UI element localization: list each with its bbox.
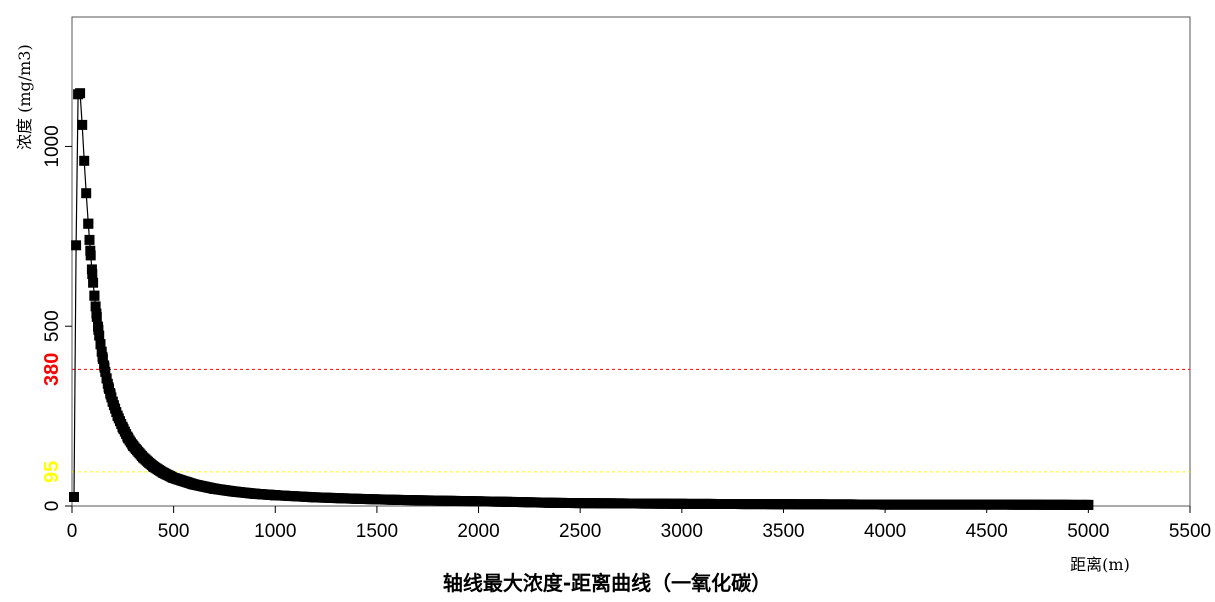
x-tick-label: 4000 xyxy=(864,521,906,542)
data-point xyxy=(85,250,96,261)
series-line xyxy=(73,92,1089,506)
y-tick-label: 500 xyxy=(42,310,63,342)
x-tick-label: 2000 xyxy=(457,521,499,542)
data-point xyxy=(84,234,95,245)
threshold-label: 380 xyxy=(41,353,63,386)
y-tick-label: 1000 xyxy=(42,125,63,167)
plot-frame xyxy=(71,16,1191,507)
y-tick-label: 0 xyxy=(42,501,63,512)
x-tick-label: 1000 xyxy=(254,521,296,542)
data-point xyxy=(79,155,90,166)
x-tick-label: 4500 xyxy=(966,521,1008,542)
data-point xyxy=(96,346,107,357)
x-tick-label: 5000 xyxy=(1067,521,1109,542)
series-group xyxy=(69,88,1094,510)
data-point xyxy=(269,490,280,501)
data-point xyxy=(86,264,97,275)
data-point xyxy=(83,218,94,229)
data-point xyxy=(71,240,82,251)
data-point xyxy=(1082,499,1093,510)
data-point xyxy=(77,119,88,130)
x-axis-title: 距离(m) xyxy=(1070,555,1130,574)
data-point xyxy=(81,188,92,199)
data-point xyxy=(88,277,99,288)
data-point xyxy=(99,360,110,371)
y-axis-title: 浓度 (mg/m3) xyxy=(15,44,34,150)
data-point xyxy=(89,290,100,301)
threshold-lines: 380 95 xyxy=(41,353,1190,483)
data-point xyxy=(90,301,101,312)
x-axis-ticks: 0 500 1000 1500 2000 2500 3000 3500 4000 4500 5000… xyxy=(67,506,1211,542)
chart-title: 轴线最大浓度-距离曲线（一氧化碳） xyxy=(443,571,771,595)
x-tick-label: 2500 xyxy=(559,521,601,542)
data-point xyxy=(101,373,112,384)
data-point xyxy=(100,366,111,377)
data-point xyxy=(93,321,103,332)
data-point xyxy=(69,492,79,502)
x-tick-label: 1500 xyxy=(356,521,398,542)
x-tick-label: 3000 xyxy=(661,521,703,542)
y-axis-ticks: 0 500 1000 xyxy=(42,125,72,511)
data-point xyxy=(97,353,108,364)
data-point xyxy=(95,339,106,350)
data-point xyxy=(94,330,105,341)
x-tick-label: 0 xyxy=(67,521,78,542)
data-point xyxy=(91,311,102,322)
x-tick-label: 5500 xyxy=(1169,521,1211,542)
threshold-label: 95 xyxy=(41,461,63,483)
x-tick-label: 3500 xyxy=(762,521,804,542)
x-tick-label: 500 xyxy=(158,521,190,542)
data-point xyxy=(75,88,86,99)
